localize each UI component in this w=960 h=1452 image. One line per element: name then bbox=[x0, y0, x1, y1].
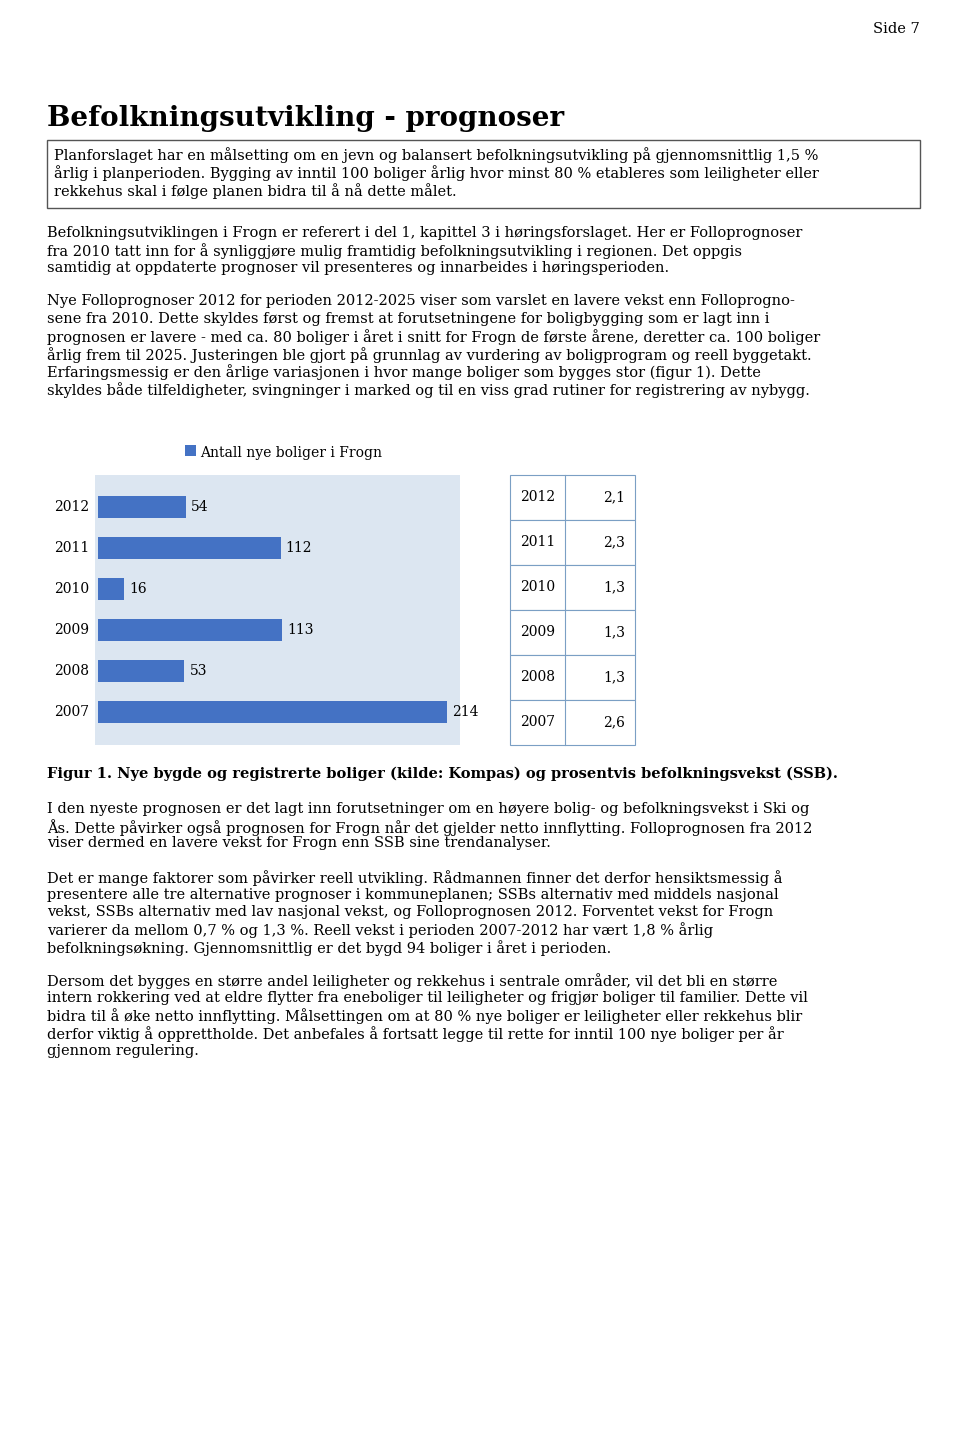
Bar bbox=[98, 497, 186, 518]
Text: intern rokkering ved at eldre flytter fra eneboliger til leiligheter og frigjør : intern rokkering ved at eldre flytter fr… bbox=[47, 992, 808, 1005]
Text: Befolkningsutviklingen i Frogn er referert i del 1, kapittel 3 i høringsforslage: Befolkningsutviklingen i Frogn er refere… bbox=[47, 227, 803, 240]
Text: 54: 54 bbox=[191, 499, 208, 514]
Text: Det er mange faktorer som påvirker reell utvikling. Rådmannen finner det derfor : Det er mange faktorer som påvirker reell… bbox=[47, 870, 782, 886]
Text: Side 7: Side 7 bbox=[874, 22, 920, 36]
Text: 1,3: 1,3 bbox=[603, 669, 625, 684]
Bar bbox=[510, 475, 635, 520]
Bar bbox=[510, 700, 635, 745]
Text: 2009: 2009 bbox=[54, 623, 89, 637]
Text: Planforslaget har en målsetting om en jevn og balansert befolkningsutvikling på : Planforslaget har en målsetting om en je… bbox=[54, 147, 818, 163]
Text: 2007: 2007 bbox=[520, 714, 555, 729]
Bar bbox=[98, 620, 282, 640]
Text: årlig frem til 2025. Justeringen ble gjort på grunnlag av vurdering av boligprog: årlig frem til 2025. Justeringen ble gjo… bbox=[47, 347, 811, 363]
Text: I den nyeste prognosen er det lagt inn forutsetninger om en høyere bolig- og bef: I den nyeste prognosen er det lagt inn f… bbox=[47, 802, 809, 816]
Text: Antall nye boliger i Frogn: Antall nye boliger i Frogn bbox=[200, 446, 382, 459]
Text: 2010: 2010 bbox=[54, 582, 89, 595]
Text: 53: 53 bbox=[189, 664, 207, 678]
Text: Befolkningsutvikling - prognoser: Befolkningsutvikling - prognoser bbox=[47, 105, 564, 132]
Text: prognosen er lavere - med ca. 80 boliger i året i snitt for Frogn de første åren: prognosen er lavere - med ca. 80 boliger… bbox=[47, 330, 820, 346]
Text: bidra til å øke netto innflytting. Målsettingen om at 80 % nye boliger er leilig: bidra til å øke netto innflytting. Målse… bbox=[47, 1009, 803, 1024]
Bar bbox=[98, 701, 447, 723]
Text: Erfaringsmessig er den årlige variasjonen i hvor mange boliger som bygges stor (: Erfaringsmessig er den årlige variasjone… bbox=[47, 364, 761, 380]
Text: 16: 16 bbox=[129, 582, 147, 595]
Text: Figur 1. Nye bygde og registrerte boliger (kilde: Kompas) og prosentvis befolkni: Figur 1. Nye bygde og registrerte bolige… bbox=[47, 767, 838, 781]
Text: 2,1: 2,1 bbox=[603, 489, 625, 504]
Text: fra 2010 tatt inn for å synliggjøre mulig framtidig befolkningsutvikling i regio: fra 2010 tatt inn for å synliggjøre muli… bbox=[47, 244, 742, 260]
Text: Dersom det bygges en større andel leiligheter og rekkehus i sentrale områder, vi: Dersom det bygges en større andel leilig… bbox=[47, 973, 778, 989]
Text: derfor viktig å opprettholde. Det anbefales å fortsatt legge til rette for innti: derfor viktig å opprettholde. Det anbefa… bbox=[47, 1027, 783, 1043]
Bar bbox=[98, 537, 280, 559]
Bar bbox=[510, 565, 635, 610]
Bar bbox=[510, 520, 635, 565]
Text: rekkehus skal i følge planen bidra til å nå dette målet.: rekkehus skal i følge planen bidra til å… bbox=[54, 183, 457, 199]
Text: Nye Folloprognoser 2012 for perioden 2012-2025 viser som varslet en lavere vekst: Nye Folloprognoser 2012 for perioden 201… bbox=[47, 295, 795, 308]
Text: sene fra 2010. Dette skyldes først og fremst at forutsetningene for boligbygging: sene fra 2010. Dette skyldes først og fr… bbox=[47, 312, 770, 327]
Text: skyldes både tilfeldigheter, svingninger i marked og til en viss grad rutiner fo: skyldes både tilfeldigheter, svingninger… bbox=[47, 382, 810, 398]
Text: 214: 214 bbox=[452, 706, 479, 719]
Bar bbox=[95, 475, 460, 745]
Text: presentere alle tre alternative prognoser i kommuneplanen; SSBs alternativ med m: presentere alle tre alternative prognose… bbox=[47, 887, 779, 902]
Bar bbox=[510, 610, 635, 655]
Text: 2012: 2012 bbox=[54, 499, 89, 514]
Bar bbox=[98, 578, 124, 600]
Text: varierer da mellom 0,7 % og 1,3 %. Reell vekst i perioden 2007-2012 har vært 1,8: varierer da mellom 0,7 % og 1,3 %. Reell… bbox=[47, 922, 713, 938]
Text: Ås. Dette påvirker også prognosen for Frogn når det gjelder netto innflytting. F: Ås. Dette påvirker også prognosen for Fr… bbox=[47, 819, 812, 836]
Text: 2,6: 2,6 bbox=[603, 714, 625, 729]
Bar bbox=[47, 139, 920, 208]
Text: 2011: 2011 bbox=[520, 534, 555, 549]
Text: 112: 112 bbox=[286, 542, 312, 555]
Text: 2008: 2008 bbox=[520, 669, 555, 684]
Text: 1,3: 1,3 bbox=[603, 624, 625, 639]
Text: vekst, SSBs alternativ med lav nasjonal vekst, og Folloprognosen 2012. Forventet: vekst, SSBs alternativ med lav nasjonal … bbox=[47, 905, 773, 919]
Text: 2009: 2009 bbox=[520, 624, 555, 639]
Text: 1,3: 1,3 bbox=[603, 579, 625, 594]
Text: 2008: 2008 bbox=[54, 664, 89, 678]
Text: befolkningsøkning. Gjennomsnittlig er det bygd 94 boliger i året i perioden.: befolkningsøkning. Gjennomsnittlig er de… bbox=[47, 939, 612, 955]
Bar bbox=[510, 655, 635, 700]
Bar bbox=[98, 661, 184, 681]
Text: 2007: 2007 bbox=[54, 706, 89, 719]
Text: 2012: 2012 bbox=[520, 489, 555, 504]
Text: samtidig at oppdaterte prognoser vil presenteres og innarbeides i høringsperiode: samtidig at oppdaterte prognoser vil pre… bbox=[47, 261, 669, 274]
Text: 2011: 2011 bbox=[54, 542, 89, 555]
Bar bbox=[185, 444, 196, 456]
Text: 113: 113 bbox=[287, 623, 314, 637]
Text: gjennom regulering.: gjennom regulering. bbox=[47, 1044, 199, 1057]
Text: 2,3: 2,3 bbox=[603, 534, 625, 549]
Text: årlig i planperioden. Bygging av inntil 100 boliger årlig hvor minst 80 % etable: årlig i planperioden. Bygging av inntil … bbox=[54, 166, 819, 182]
Text: viser dermed en lavere vekst for Frogn enn SSB sine trendanalyser.: viser dermed en lavere vekst for Frogn e… bbox=[47, 836, 551, 851]
Text: 2010: 2010 bbox=[520, 579, 555, 594]
